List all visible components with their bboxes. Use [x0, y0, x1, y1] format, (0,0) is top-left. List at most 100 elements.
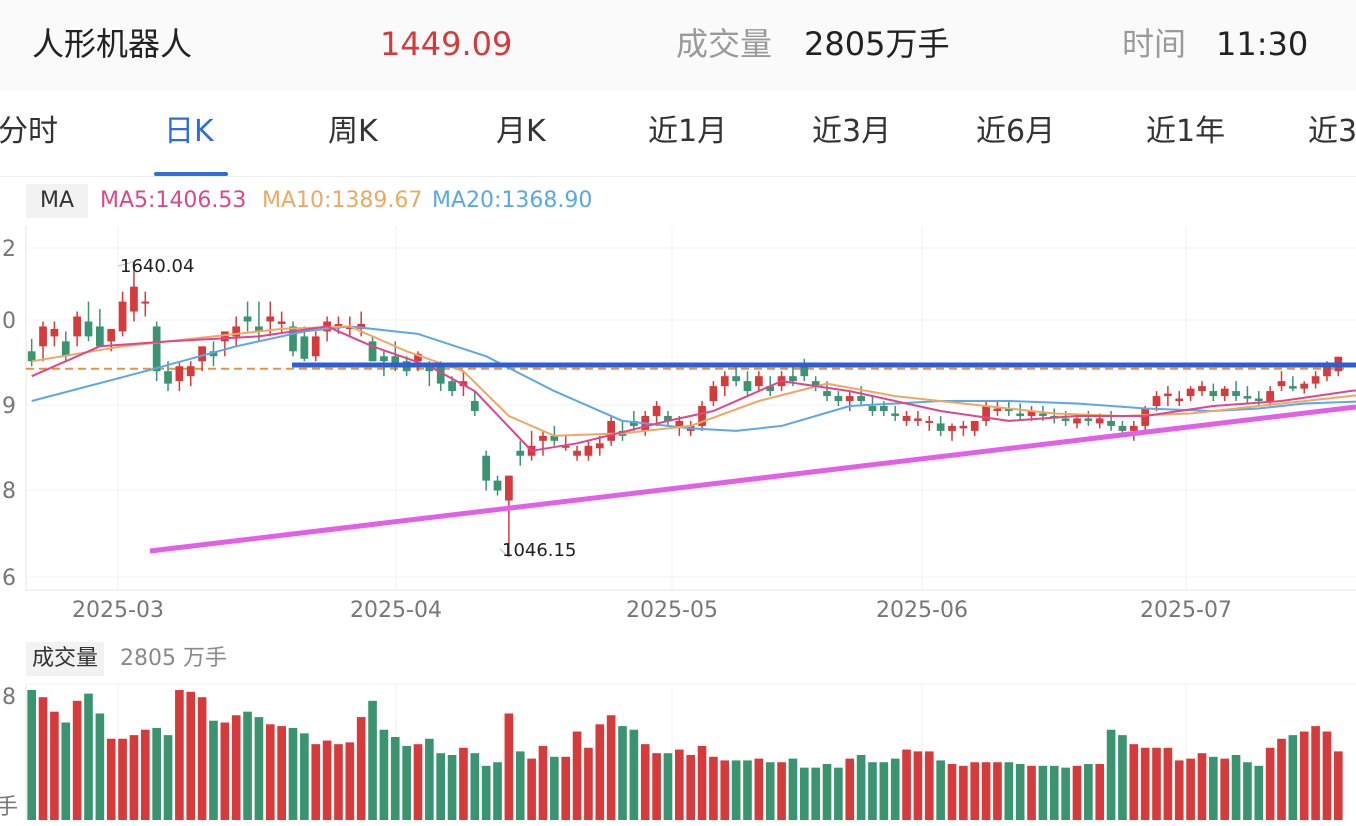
ma20-value: MA20:1368.90 [432, 188, 593, 213]
candle-body [1061, 418, 1070, 421]
volume-bar [1174, 760, 1184, 820]
candle-body [823, 391, 831, 397]
volume-bar [913, 751, 923, 820]
candle-body [743, 381, 752, 392]
tab-3-years[interactable]: 近3 [1308, 114, 1356, 149]
volume-label: 成交量 [676, 25, 773, 63]
volume-bar [697, 745, 707, 820]
candle-body [414, 353, 422, 362]
volume-bar [402, 745, 411, 820]
tab-3-months[interactable]: 近3月 [812, 114, 892, 149]
candle-body [709, 386, 718, 402]
volume-bar [1243, 762, 1252, 820]
volume-bar [368, 700, 377, 820]
volume-bar [856, 755, 866, 820]
volume-bar [811, 767, 820, 820]
volume-bar [527, 758, 536, 820]
candle-body [732, 376, 740, 382]
volume-bar [720, 760, 730, 820]
volume-bar [561, 756, 571, 820]
volume-bar [1049, 765, 1059, 820]
volume-bar [186, 691, 196, 820]
volume-bar [1140, 747, 1150, 820]
volume-bar [84, 693, 93, 820]
volume-bar [1038, 765, 1048, 820]
candle-body [266, 316, 275, 322]
candle-body [107, 328, 116, 342]
volume-bar [1027, 765, 1036, 820]
candle-body [175, 366, 184, 382]
volume-bar [140, 729, 150, 820]
volume-bar [606, 715, 616, 820]
candle-body [289, 326, 297, 352]
ma5-line [31, 325, 1356, 452]
volume-bar [436, 753, 446, 820]
candle-body [1073, 418, 1081, 424]
volume-bar [345, 742, 355, 820]
volume-bar [209, 720, 218, 820]
tab-monthly-k[interactable]: 月K [496, 114, 546, 149]
tab-intraday[interactable]: 分时 [0, 114, 58, 149]
volume-bar [1129, 744, 1139, 820]
volume-bar [27, 690, 36, 820]
volume-bar [686, 755, 695, 820]
volume-bar [1299, 731, 1309, 820]
candle-body [845, 396, 854, 402]
volume-bar [879, 762, 889, 820]
volume-bar [1231, 755, 1241, 820]
ma-toggle[interactable]: MA [26, 184, 88, 218]
volume-bar [447, 755, 457, 820]
volume-bar [288, 727, 298, 820]
candle-body [1175, 398, 1184, 402]
y-tick-label: 9 [2, 394, 16, 419]
candle-body [914, 418, 922, 421]
candle-body [925, 420, 934, 423]
y-tick-label: 0 [2, 309, 16, 334]
candle-body [345, 326, 354, 329]
y-tick-label: 8 [2, 479, 16, 504]
candle-body [675, 420, 684, 426]
candle-body [1311, 376, 1320, 384]
tab-1-year[interactable]: 近1年 [1146, 114, 1226, 149]
tab-weekly-k[interactable]: 周K [328, 114, 378, 149]
volume-bar [1186, 758, 1195, 820]
low-annotation-leader [499, 548, 510, 558]
candle-body [39, 326, 47, 347]
candle-body [470, 401, 479, 411]
volume-bar [243, 711, 252, 820]
volume-bar [163, 735, 173, 820]
volume-bar [152, 727, 161, 820]
volume-panel-label[interactable]: 成交量 [26, 642, 105, 676]
volume-bar [572, 731, 582, 820]
volume-bar [300, 733, 309, 820]
candle-body [1323, 366, 1331, 377]
candle-body [380, 356, 388, 362]
volume-bar [459, 747, 468, 820]
volume-bar [265, 724, 275, 820]
volume-bar [1209, 756, 1218, 820]
current-price: 1449.09 [380, 25, 513, 63]
volume-bar [731, 760, 741, 820]
tab-6-months[interactable]: 近6月 [976, 114, 1056, 149]
volume-bar [277, 726, 286, 820]
candle-body [255, 326, 263, 332]
volume-bar [799, 767, 809, 820]
volume-bar [334, 744, 343, 820]
candle-body [334, 323, 343, 327]
ma10-line [31, 325, 1356, 437]
tab-daily-k[interactable]: 日K [164, 114, 214, 149]
candle-body [277, 321, 286, 324]
support-trend-line [149, 404, 1356, 554]
high-annotation-leader [117, 261, 135, 267]
volume-bar [970, 762, 980, 820]
candle-body [1198, 386, 1206, 392]
volume-bar [1095, 764, 1105, 820]
volume-bar [50, 711, 59, 820]
candle-body [1266, 391, 1275, 402]
volume-bar [390, 736, 400, 820]
candle-body [1232, 391, 1240, 397]
volume-bar [1004, 762, 1014, 820]
tab-1-month[interactable]: 近1月 [648, 114, 728, 149]
volume-bar [106, 738, 116, 820]
